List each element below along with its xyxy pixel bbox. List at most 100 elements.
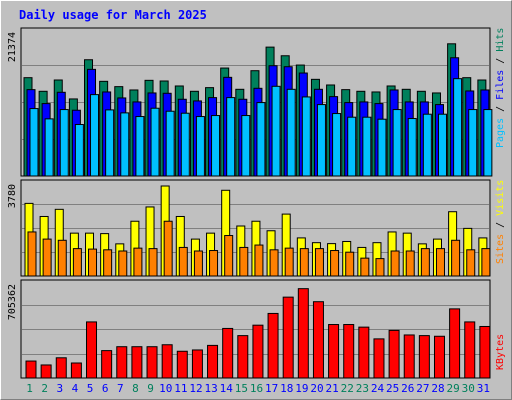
chart-title: Daily usage for March 2025 xyxy=(19,8,207,22)
x-tick-label-14: 14 xyxy=(220,382,234,395)
chart-panels: 21374 Pages / Files / Hits 3780 Sites / Vis… xyxy=(7,27,506,379)
bar-kbytes-12 xyxy=(191,349,203,379)
bar-kbytes-31 xyxy=(479,325,491,379)
bar-sites-2 xyxy=(42,238,52,277)
bar-kbytes-22 xyxy=(343,324,355,379)
bar-sites-27 xyxy=(420,248,430,277)
x-tick-label-15: 15 xyxy=(235,382,248,395)
bar-sites-1 xyxy=(27,231,37,277)
bar-pages-20 xyxy=(316,104,326,177)
legend-segment: Pages xyxy=(495,118,506,148)
bar-sites-17 xyxy=(269,249,279,277)
bar-pages-4 xyxy=(74,124,84,177)
bar-kbytes-6 xyxy=(101,350,113,379)
bar-pages-17 xyxy=(271,85,281,177)
x-tick-label-30: 30 xyxy=(462,382,475,395)
bar-pages-29 xyxy=(453,78,463,177)
bar-pages-13 xyxy=(211,115,221,177)
bar-pages-19 xyxy=(301,96,311,177)
bar-sites-12 xyxy=(193,250,203,277)
bar-kbytes-4 xyxy=(70,362,82,379)
bar-kbytes-17 xyxy=(267,312,279,379)
x-tick-label-10: 10 xyxy=(159,382,172,395)
bar-sites-8 xyxy=(133,247,143,277)
bar-kbytes-9 xyxy=(146,346,158,379)
bar-pages-22 xyxy=(347,116,357,177)
bar-kbytes-5 xyxy=(86,321,98,379)
x-tick-label-23: 23 xyxy=(356,382,369,395)
x-tick-label-28: 28 xyxy=(431,382,444,395)
bar-pages-27 xyxy=(422,113,432,177)
bar-kbytes-29 xyxy=(449,308,461,379)
bar-kbytes-10 xyxy=(161,344,173,379)
bar-sites-4 xyxy=(72,248,82,277)
bar-kbytes-8 xyxy=(131,346,143,379)
bar-pages-8 xyxy=(135,116,145,177)
x-tick-label-7: 7 xyxy=(117,382,124,395)
x-tick-label-26: 26 xyxy=(401,382,414,395)
x-tick-label-8: 8 xyxy=(132,382,139,395)
bar-kbytes-16 xyxy=(252,324,264,379)
bar-sites-19 xyxy=(299,248,309,277)
x-tick-label-5: 5 xyxy=(87,382,94,395)
bar-kbytes-2 xyxy=(40,364,52,379)
bar-kbytes-15 xyxy=(237,335,249,379)
legend-segment: / xyxy=(495,216,506,234)
x-tick-label-13: 13 xyxy=(204,382,217,395)
bar-sites-31 xyxy=(481,248,491,277)
bar-kbytes-20 xyxy=(312,301,324,379)
bar-pages-18 xyxy=(286,88,296,177)
legend-segment: KBytes xyxy=(495,334,506,370)
bar-sites-14 xyxy=(224,235,234,277)
bar-pages-1 xyxy=(29,108,39,177)
x-tick-label-19: 19 xyxy=(295,382,308,395)
bar-sites-11 xyxy=(178,246,188,277)
bar-kbytes-21 xyxy=(328,324,340,379)
hits_files_pages-ymax-label: 21374 xyxy=(7,32,18,62)
bar-sites-20 xyxy=(314,248,324,277)
bar-kbytes-19 xyxy=(297,288,309,379)
visits_sites-legend: Sites / Visits xyxy=(495,180,506,264)
bar-pages-6 xyxy=(105,109,115,177)
bar-kbytes-13 xyxy=(207,344,219,379)
bar-sites-9 xyxy=(148,248,158,277)
x-tick-label-18: 18 xyxy=(280,382,293,395)
bar-pages-5 xyxy=(90,94,100,177)
x-tick-label-31: 31 xyxy=(477,382,490,395)
bar-sites-3 xyxy=(57,239,67,277)
bar-sites-7 xyxy=(118,250,128,277)
bar-pages-30 xyxy=(468,109,478,177)
bar-sites-5 xyxy=(88,248,98,277)
x-tick-label-9: 9 xyxy=(147,382,154,395)
bar-kbytes-26 xyxy=(403,334,415,379)
x-tick-label-6: 6 xyxy=(102,382,109,395)
bar-kbytes-7 xyxy=(116,346,128,379)
bar-pages-15 xyxy=(241,115,251,177)
x-tick-label-29: 29 xyxy=(447,382,460,395)
x-tick-label-21: 21 xyxy=(326,382,339,395)
legend-segment: / xyxy=(495,52,506,70)
kbytes-legend: KBytes xyxy=(495,334,506,370)
bar-pages-25 xyxy=(392,109,402,177)
legend-segment: Hits xyxy=(495,28,506,52)
x-tick-label-25: 25 xyxy=(386,382,399,395)
bar-pages-16 xyxy=(256,102,266,177)
bar-sites-6 xyxy=(103,249,113,277)
x-axis-labels: 1 2 3 4 5 6 7 8 9 10 11 12 13 14 15 16 17 18 19 20 21 22 23 24 2… xyxy=(26,382,490,395)
bar-pages-21 xyxy=(332,113,342,177)
bar-kbytes-3 xyxy=(55,357,67,379)
bar-sites-22 xyxy=(345,251,355,277)
kbytes-ymax-label: 705362 xyxy=(7,284,18,320)
bar-kbytes-1 xyxy=(25,360,37,379)
legend-segment: Sites xyxy=(495,234,506,264)
bar-pages-31 xyxy=(483,109,493,177)
bar-pages-11 xyxy=(180,112,190,177)
x-tick-label-16: 16 xyxy=(250,382,263,395)
bar-pages-14 xyxy=(226,97,236,177)
x-tick-label-12: 12 xyxy=(189,382,202,395)
x-tick-label-1: 1 xyxy=(26,382,33,395)
bar-pages-26 xyxy=(407,118,417,177)
legend-segment: / xyxy=(495,100,506,118)
x-tick-label-4: 4 xyxy=(72,382,79,395)
